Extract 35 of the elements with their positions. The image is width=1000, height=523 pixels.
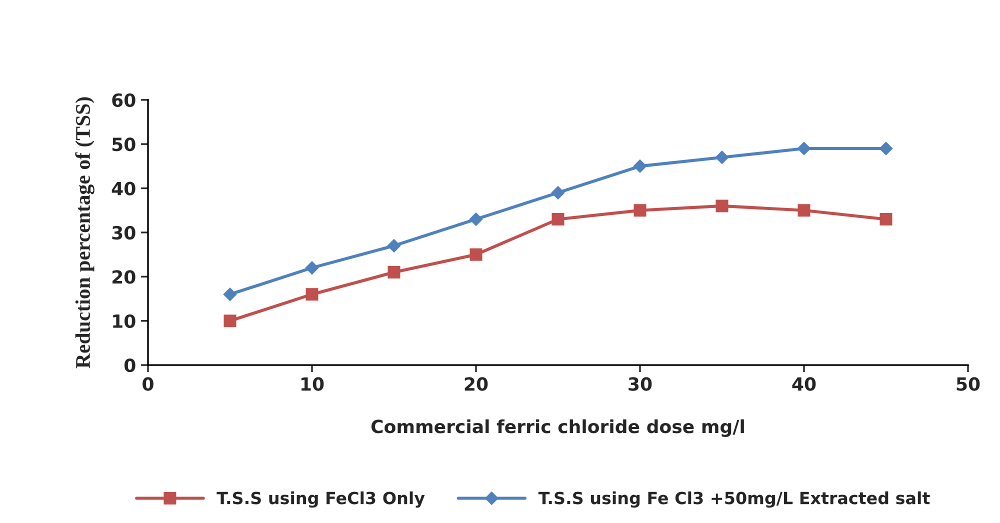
point <box>223 287 237 302</box>
point <box>469 212 483 226</box>
point <box>798 204 810 217</box>
point <box>470 248 482 261</box>
y-tick-label: 40 <box>112 182 136 196</box>
x-tick-label: 20 <box>464 377 488 391</box>
point <box>224 314 236 328</box>
x-axis-title: Commercial ferric chloride dose mg/l <box>371 419 744 437</box>
point <box>388 266 400 278</box>
point <box>880 212 892 226</box>
point <box>879 142 893 156</box>
x-tick-label: 10 <box>301 377 324 391</box>
y-tick-label: 0 <box>124 358 136 372</box>
point <box>797 142 811 156</box>
y-tick-label: 30 <box>112 226 136 240</box>
x-tick-label: 50 <box>956 377 980 391</box>
point <box>305 260 319 275</box>
legend-label: T.S.S using Fe Cl3 +50mg/L Extracted salt <box>538 491 930 508</box>
point <box>552 212 564 226</box>
point <box>715 150 729 164</box>
y-tick-label: 20 <box>112 270 136 284</box>
x-tick-label: 30 <box>628 377 652 391</box>
x-tick-label: 40 <box>792 377 816 391</box>
legend-label: T.S.S using FeCl3 Only <box>216 491 425 508</box>
point <box>634 204 646 217</box>
y-axis-title: Reduction percentage of (TSS) <box>75 97 94 368</box>
point <box>633 159 647 174</box>
y-tick-label: 60 <box>112 93 136 108</box>
y-tick-label: 10 <box>113 314 136 328</box>
y-tick-label: 50 <box>112 138 136 152</box>
point <box>387 238 401 253</box>
point <box>716 200 728 212</box>
point <box>551 186 565 200</box>
point <box>306 288 318 301</box>
x-tick-label: 0 <box>142 377 154 391</box>
